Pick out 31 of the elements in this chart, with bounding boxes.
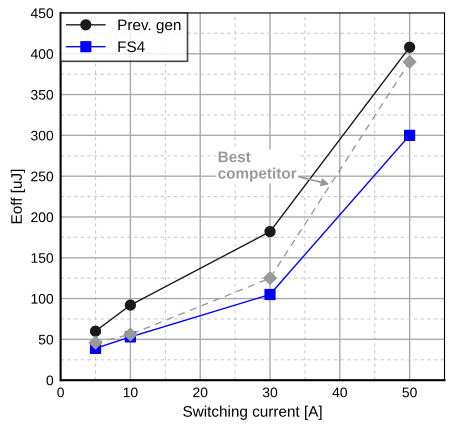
point [404, 130, 416, 141]
point [264, 288, 276, 300]
y-tick-label: 100 [32, 294, 54, 304]
x-tick-label: 50 [402, 387, 417, 398]
x-tick-label: 20 [193, 387, 208, 398]
y-tick-label: 300 [31, 130, 54, 141]
point [263, 271, 277, 286]
y-tick-label: 250 [31, 171, 54, 182]
y-tick-label: 350 [31, 90, 54, 100]
legend-label: Prev. gen [118, 20, 180, 34]
y-axis-title: Eoff [uJ] [10, 170, 25, 224]
y-tick-label: 200 [31, 212, 54, 222]
point [264, 226, 276, 238]
point [124, 328, 138, 342]
point [402, 55, 417, 69]
point [88, 336, 102, 350]
x-axis-title: Switching current [A] [183, 406, 322, 420]
y-tick-label: 150 [32, 253, 54, 263]
point [90, 326, 102, 337]
y-tick-label: 400 [30, 49, 54, 59]
y-tick-label: 450 [30, 8, 54, 18]
point [124, 299, 136, 311]
annotation: Best competitor [218, 152, 296, 182]
legend-label: FS4 [118, 41, 145, 52]
x-tick-label: 10 [124, 387, 138, 398]
x-tick-label: 30 [262, 387, 278, 398]
x-tick-label: 0 [57, 387, 64, 398]
y-tick-label: 0 [46, 375, 54, 386]
x-tick-label: 40 [332, 387, 347, 398]
point [404, 42, 416, 53]
y-tick-label: 50 [38, 334, 54, 345]
